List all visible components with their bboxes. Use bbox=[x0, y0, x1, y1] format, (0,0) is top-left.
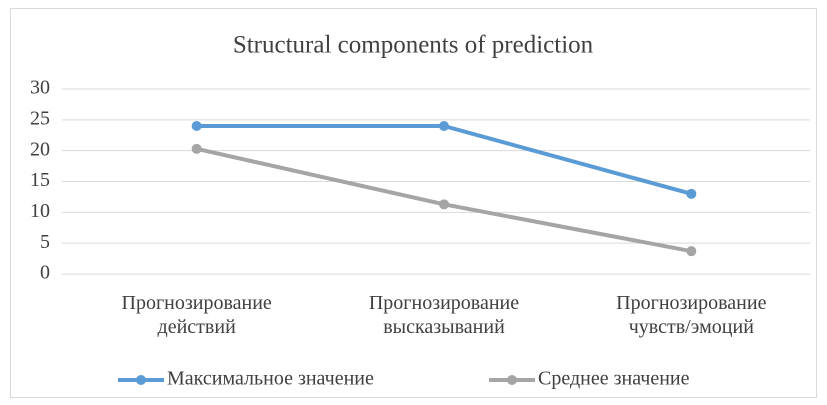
legend-marker bbox=[136, 375, 146, 385]
x-tick-label: Прогнозирование чувств/эмоций bbox=[616, 292, 766, 338]
legend-label: Максимальное значение bbox=[167, 368, 374, 390]
x-tick-label: Прогнозирование действий bbox=[122, 292, 272, 338]
legend-marker bbox=[507, 375, 517, 385]
x-tick-label: Прогнозирование высказываний bbox=[369, 292, 519, 338]
legend-label: Среднее значение bbox=[538, 368, 690, 390]
y-tick-label: 15 bbox=[30, 169, 50, 191]
y-tick-label: 10 bbox=[30, 200, 50, 222]
data-point bbox=[439, 199, 449, 210]
data-point bbox=[686, 246, 697, 257]
data-point bbox=[191, 143, 202, 154]
y-tick-label: 0 bbox=[40, 262, 50, 284]
legend-item: Максимальное значение bbox=[118, 368, 374, 390]
y-tick-label: 30 bbox=[30, 77, 50, 99]
chart-title: Structural components of prediction bbox=[233, 32, 594, 59]
y-tick-label: 20 bbox=[30, 138, 50, 160]
chart-border bbox=[10, 8, 817, 398]
y-tick-label: 5 bbox=[40, 231, 50, 253]
y-tick-label: 25 bbox=[30, 107, 50, 129]
data-point bbox=[686, 188, 697, 199]
legend-item: Среднее значение bbox=[489, 368, 690, 390]
data-point bbox=[191, 121, 202, 131]
data-point bbox=[439, 121, 449, 131]
